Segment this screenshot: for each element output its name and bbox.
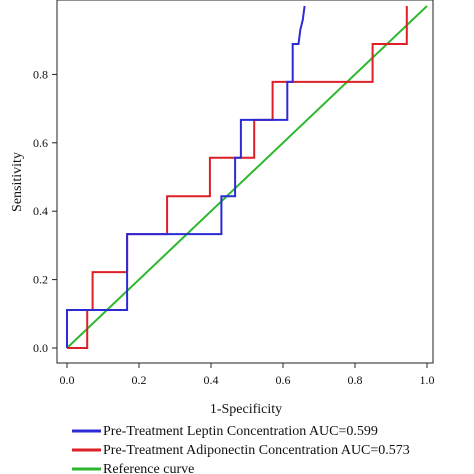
plot-area-frame — [56, 0, 434, 364]
adiponectin-roc-curve — [67, 6, 408, 349]
x-axis-ticks: 0.0 0.2 0.4 0.6 0.8 1.0 — [60, 363, 435, 387]
x-axis-title: 1-Specificity — [210, 402, 282, 417]
legend: Pre-Treatment Leptin Concentration AUC=0… — [72, 424, 410, 474]
leptin-roc-curve — [66, 5, 306, 348]
x-tick-label: 1.0 — [420, 373, 435, 387]
x-tick-label: 0.0 — [60, 373, 75, 387]
y-axis-title: Sensitivity — [10, 152, 25, 212]
x-tick-label: 0.4 — [204, 373, 219, 387]
y-axis-ticks: 0.0 0.2 0.4 0.6 0.8 — [33, 67, 57, 355]
y-tick-label: 0.2 — [33, 273, 48, 287]
y-tick-label: 0.6 — [33, 136, 48, 150]
x-tick-label: 0.6 — [276, 373, 291, 387]
legend-item-leptin-label: Pre-Treatment Leptin Concentration AUC=0… — [103, 424, 378, 439]
legend-item-reference-label: Reference curve — [103, 462, 194, 474]
roc-curves — [66, 5, 428, 349]
legend-item-adiponectin-label: Pre-Treatment Adiponectin Concentration … — [103, 443, 410, 458]
x-tick-label: 0.2 — [132, 373, 147, 387]
y-tick-label: 0.4 — [33, 204, 48, 218]
y-tick-label: 0.0 — [33, 341, 48, 355]
y-tick-label: 0.8 — [33, 67, 48, 81]
x-tick-label: 0.8 — [348, 373, 363, 387]
